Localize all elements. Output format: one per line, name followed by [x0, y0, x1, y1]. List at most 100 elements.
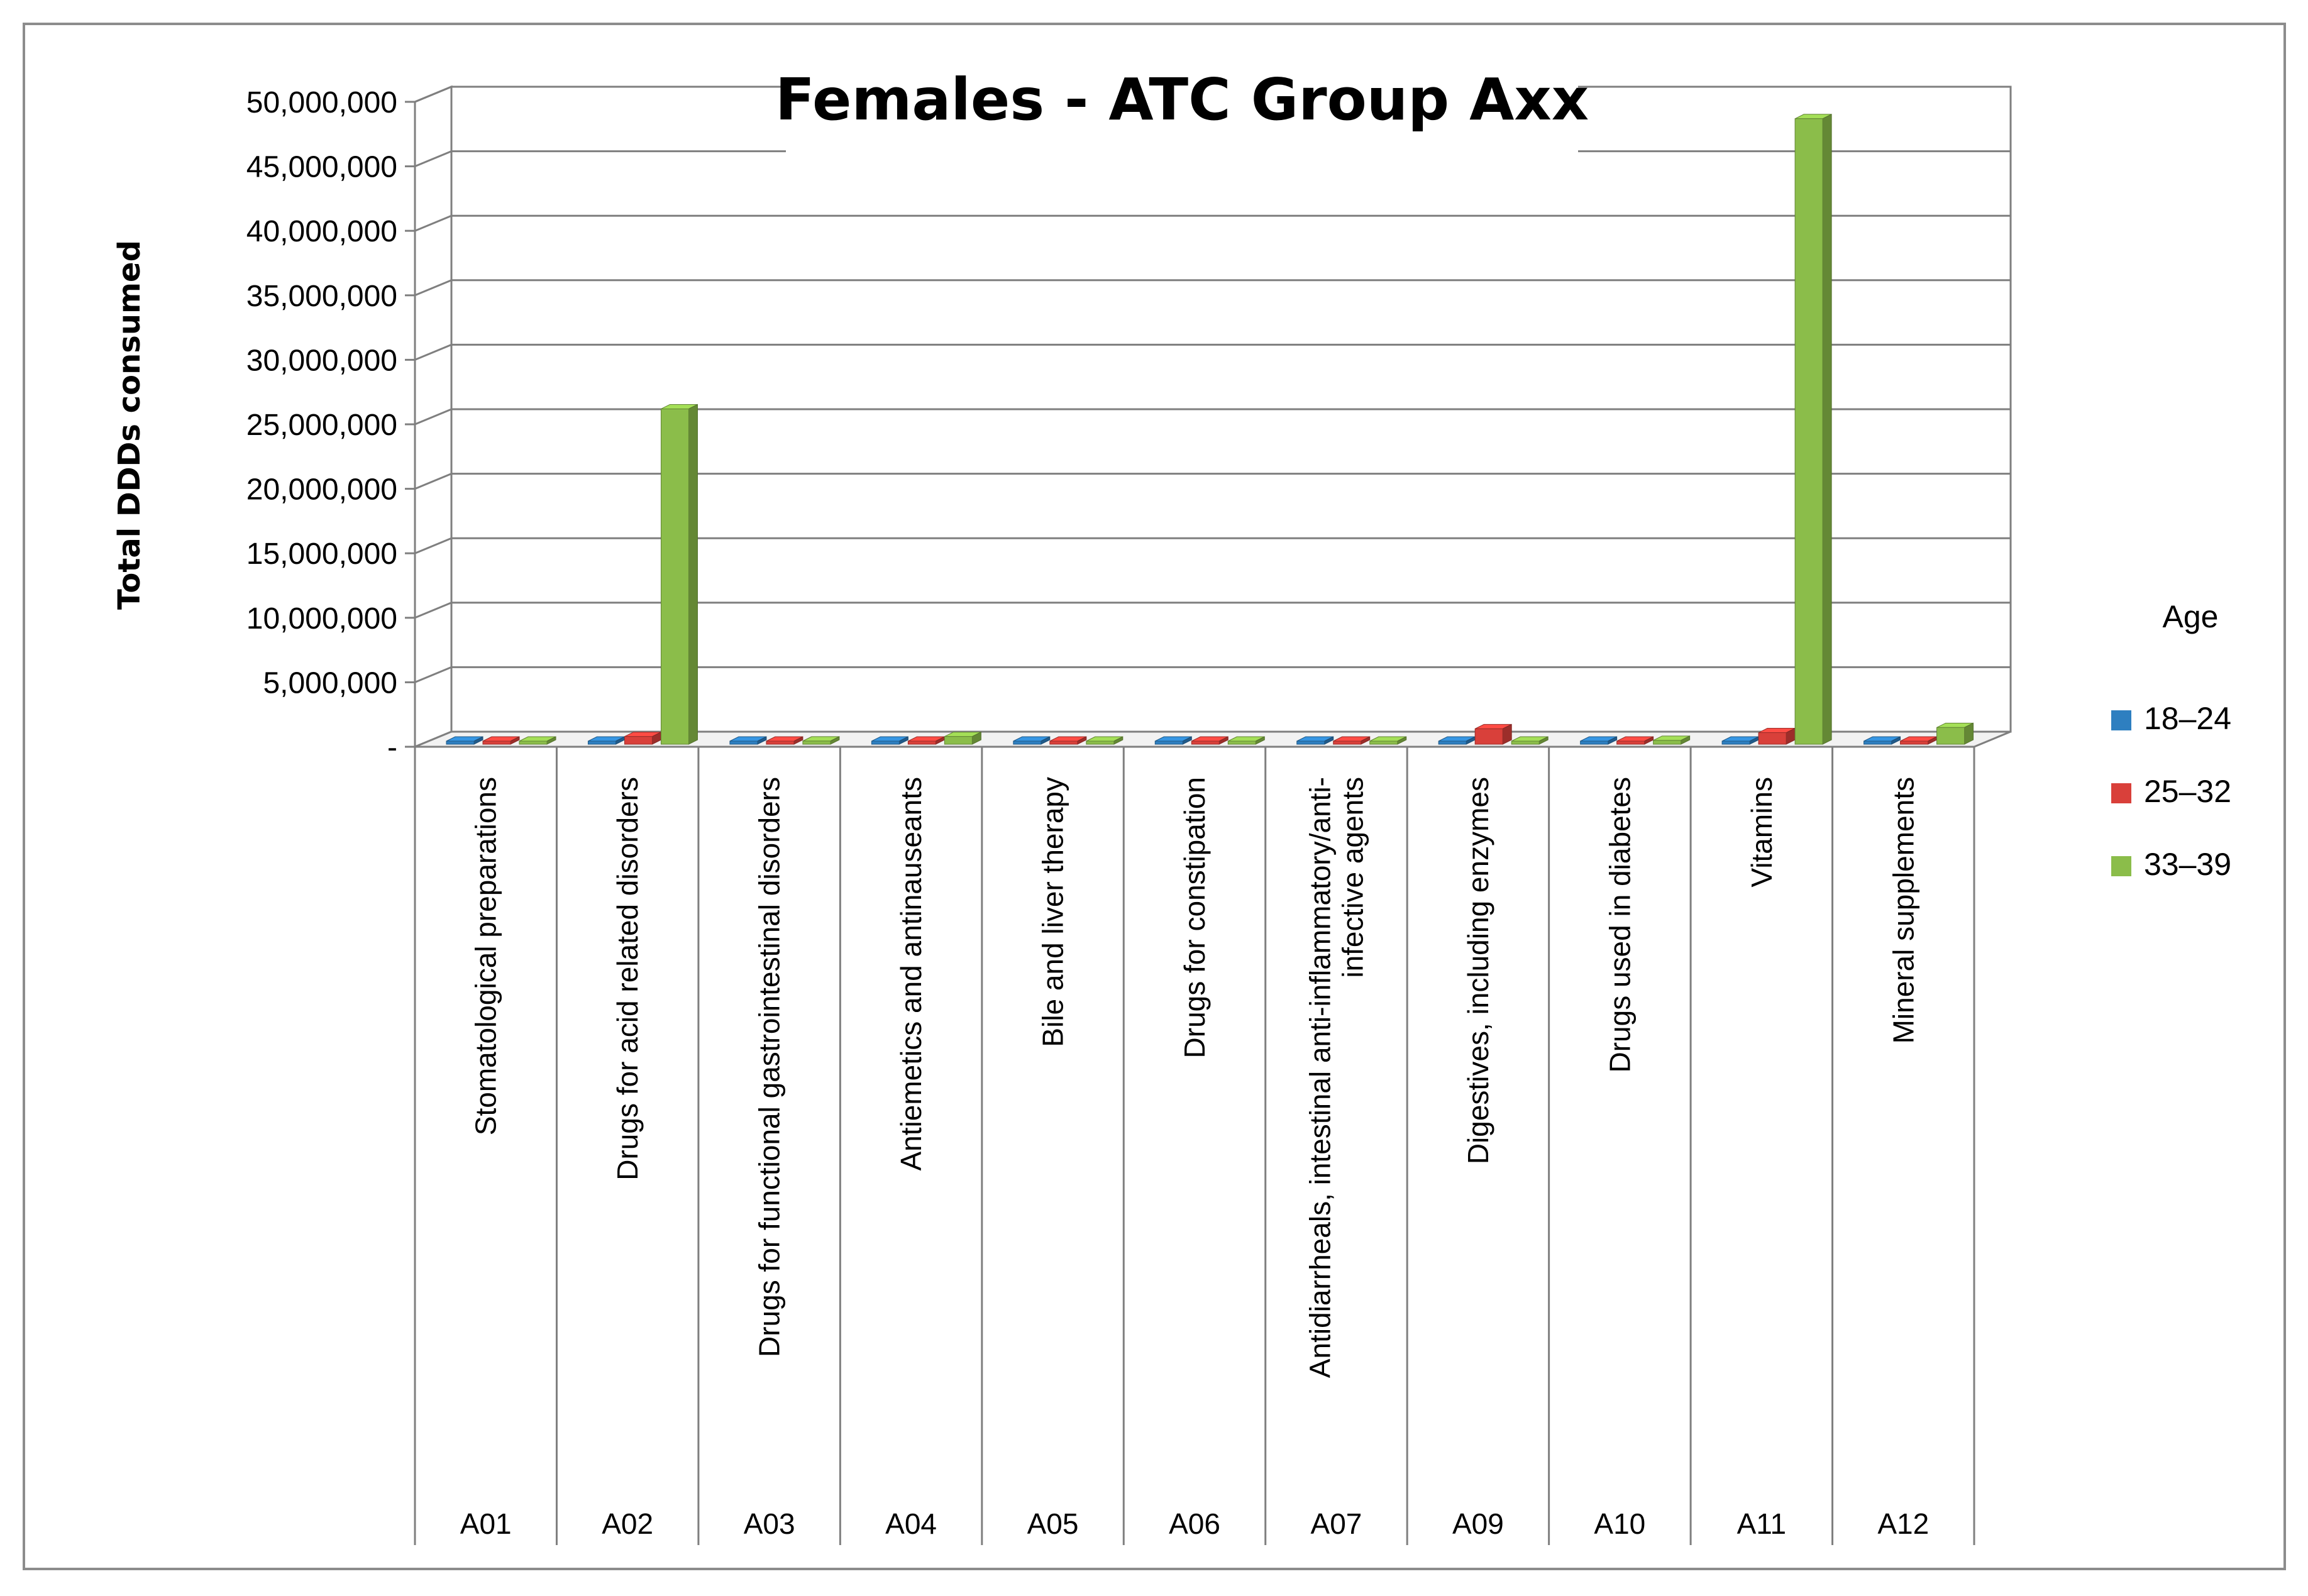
bar-front — [1333, 740, 1362, 745]
bar — [1511, 736, 1549, 745]
bar-front — [1936, 727, 1965, 745]
bar-front — [729, 740, 758, 745]
gridline — [414, 279, 2011, 297]
x-description-label: Bile and liver therapy — [1037, 777, 1069, 1047]
bar — [1794, 113, 1832, 745]
x-tick-label: A01 — [460, 1507, 512, 1540]
title-background — [786, 63, 1578, 157]
bar-front — [1369, 740, 1398, 745]
bar-side — [688, 404, 698, 745]
y-tick-label: - — [387, 731, 397, 764]
bar-front — [944, 736, 973, 745]
legend-swatch — [2111, 710, 2131, 730]
bar — [1438, 736, 1476, 745]
bar — [660, 404, 698, 745]
bar — [1227, 736, 1265, 745]
x-tick-label: A07 — [1311, 1507, 1362, 1540]
y-tick-labels: - 5,000,000 10,000,000 15,000,000 20,000,000… — [246, 86, 397, 764]
x-tick-label: A10 — [1594, 1507, 1645, 1540]
legend-label: 33–39 — [2144, 847, 2231, 882]
legend-label: 18–24 — [2144, 701, 2231, 736]
legend: Age 18–24 25–32 33–39 — [2111, 599, 2231, 882]
bar-front — [766, 740, 795, 745]
bar — [1369, 736, 1407, 745]
bar-front — [1864, 740, 1892, 745]
bar — [1580, 736, 1618, 745]
bar-side — [1822, 113, 1832, 745]
x-description-label: Drugs for acid related disorders — [611, 777, 644, 1180]
bar-front — [1511, 740, 1540, 745]
bar — [729, 736, 767, 745]
legend-label: 25–32 — [2144, 774, 2231, 809]
gridline — [414, 602, 2011, 619]
gridline — [414, 408, 2011, 426]
bar-front — [1013, 740, 1042, 745]
y-axis-label: Total DDDs consumed — [112, 240, 147, 610]
x-tick-label: A12 — [1877, 1507, 1929, 1540]
x-description-label: Digestives, including enzymes — [1462, 777, 1494, 1164]
y-tick-label: 15,000,000 — [246, 537, 397, 571]
x-description-labels: Stomatological preparations Drugs for aci… — [470, 777, 1920, 1378]
y-tick-label: 40,000,000 — [246, 215, 397, 248]
bar-front — [907, 740, 936, 745]
bar — [446, 736, 483, 745]
bar-front — [519, 740, 548, 745]
bar-front — [1049, 740, 1078, 745]
y-tick-label: 5,000,000 — [263, 666, 397, 700]
x-tick-label: A05 — [1027, 1507, 1079, 1540]
bar — [482, 736, 520, 745]
y-tick-label: 10,000,000 — [246, 602, 397, 636]
bar-front — [660, 408, 689, 745]
bar-front — [1227, 740, 1256, 745]
x-tick-label: A03 — [744, 1507, 795, 1540]
x-tick-label: A09 — [1452, 1507, 1504, 1540]
gridline — [414, 343, 2011, 361]
x-tick-label: A04 — [885, 1507, 937, 1540]
x-description-label: Mineral supplements — [1887, 777, 1919, 1043]
bar — [624, 731, 661, 745]
bars — [446, 113, 1974, 745]
bar-front — [482, 740, 511, 745]
bar-front — [1900, 740, 1929, 745]
bar — [1864, 736, 1901, 745]
bar — [1154, 736, 1192, 745]
gridline — [414, 214, 2011, 232]
bar — [1653, 735, 1691, 745]
bar — [519, 736, 556, 745]
x-description-label: Vitamins — [1745, 777, 1778, 888]
bar — [1086, 736, 1124, 745]
bar-front — [446, 740, 475, 745]
gridline — [414, 537, 2011, 554]
bar-front — [1580, 740, 1609, 745]
x-tick-label: A02 — [602, 1507, 653, 1540]
bar-front — [624, 736, 653, 745]
legend-swatch — [2111, 783, 2131, 803]
chart-title: Females - ATC Group Axx — [775, 66, 1589, 133]
bar — [1013, 736, 1051, 745]
bar-front — [1794, 118, 1823, 745]
bar — [1296, 736, 1334, 745]
y-tick-label: 30,000,000 — [246, 344, 397, 377]
y-tick-label: 35,000,000 — [246, 280, 397, 313]
x-description-label: Antidiarrheals, intestinal anti-inflamma… — [1303, 777, 1336, 1378]
bar — [1758, 727, 1796, 745]
bar-front — [1438, 740, 1467, 745]
gridline — [414, 473, 2011, 490]
category-grid — [414, 746, 1975, 1545]
bar-front — [802, 740, 831, 745]
bar — [802, 736, 840, 745]
x-description-label: Drugs for functional gastrointestinal di… — [753, 777, 786, 1357]
legend-swatch — [2111, 856, 2131, 876]
bar — [766, 736, 803, 745]
bar — [1616, 736, 1654, 745]
x-description-label: Drugs used in diabetes — [1603, 777, 1636, 1073]
bar — [944, 731, 981, 745]
bar — [587, 736, 625, 745]
bar — [1936, 722, 1974, 745]
x-tick-label: A06 — [1169, 1507, 1220, 1540]
bar-front — [1758, 732, 1787, 745]
x-description-label: infective agents — [1336, 777, 1369, 978]
bar — [1474, 724, 1512, 745]
